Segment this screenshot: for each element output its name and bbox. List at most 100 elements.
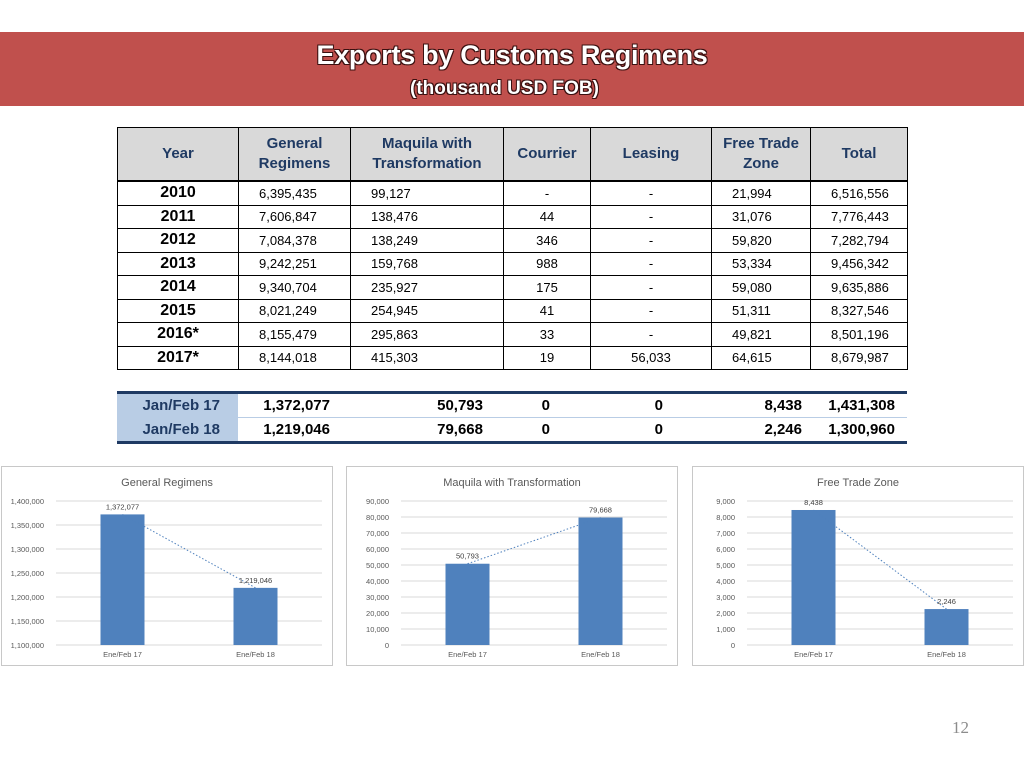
cell-courrier: 41	[503, 298, 591, 323]
y-tick-label: 10,000	[366, 625, 389, 634]
summary-period-label: Jan/Feb 17	[117, 392, 238, 418]
y-tick-label: 8,000	[716, 513, 735, 522]
summary-table: Jan/Feb 17 1,372,077 50,793 0 0 8,438 1,431,30…	[117, 391, 907, 444]
summary-cell-maquila: 79,668	[437, 421, 483, 438]
summary-cell-total: 1,300,960	[828, 421, 895, 438]
page-subtitle: (thousand USD FOB)	[410, 78, 599, 99]
cell-courrier: 33	[503, 322, 591, 347]
summary-cell-free-trade-zone: 8,438	[711, 392, 810, 418]
table-row: 2017* 8,144,018 415,303 19 56,033 64,615 8,679…	[117, 345, 908, 370]
cell-total: 8,679,987	[810, 345, 908, 370]
y-tick-label: 3,000	[716, 593, 735, 602]
y-tick-label: 1,000	[716, 625, 735, 634]
cell-free-trade-zone: 31,076	[711, 204, 811, 229]
y-tick-label: 6,000	[716, 545, 735, 554]
cell-year: 2015	[117, 298, 239, 323]
y-tick-label: 5,000	[716, 561, 735, 570]
cell-leasing: -	[590, 298, 712, 323]
y-tick-label: 1,200,000	[11, 593, 44, 602]
cell-free-trade-zone: 53,334	[711, 251, 811, 276]
cell-courrier: 44	[503, 204, 591, 229]
cell-free-trade-zone: 49,821	[711, 322, 811, 347]
table-row: 2016* 8,155,479 295,863 33-49,821 8,501,196	[117, 322, 908, 347]
y-tick-label: 1,400,000	[11, 497, 44, 506]
y-tick-label: 1,150,000	[11, 617, 44, 626]
x-tick-label: Ene/Feb 18	[581, 650, 620, 659]
chart-maquila: Maquila with Transformation 0 10,000 20,000…	[346, 466, 678, 666]
y-tick-label: 70,000	[366, 529, 389, 538]
y-tick-label: 90,000	[366, 497, 389, 506]
col-header-total: Total	[810, 127, 908, 182]
summary-row: Jan/Feb 18 1,219,046 79,668 0 0 2,246 1,300,96…	[117, 417, 907, 443]
table-row: 2014 9,340,704 235,927 175-59,080 9,635,886	[117, 275, 908, 300]
bar	[924, 609, 969, 645]
summary-cell-courrier: 0	[541, 421, 550, 438]
y-tick-label: 80,000	[366, 513, 389, 522]
col-header-year: Year	[117, 127, 239, 182]
table-header-row: Year General Regimens Maquila with Trans…	[117, 127, 908, 182]
summary-cell-general-regimens: 1,372,077	[238, 392, 350, 418]
cell-maquila: 415,303	[350, 345, 504, 370]
cell-leasing: -	[590, 228, 712, 253]
cell-total: 9,456,342	[810, 251, 908, 276]
y-tick-label: 40,000	[366, 577, 389, 586]
bar	[233, 587, 278, 645]
data-label: 1,219,046	[239, 576, 272, 585]
cell-general-regimens: 8,144,018	[238, 345, 351, 370]
chart-title: Free Trade Zone	[817, 477, 899, 489]
cell-leasing: -	[590, 180, 712, 206]
cell-total: 8,501,196	[810, 322, 908, 347]
exports-table: Year General Regimens Maquila with Trans…	[117, 127, 908, 370]
data-label: 2,246	[937, 597, 956, 606]
chart-maquila-svg: Maquila with Transformation 0 10,000 20,000…	[366, 477, 667, 659]
cell-total: 7,776,443	[810, 204, 908, 229]
x-tick-label: Ene/Feb 17	[103, 650, 142, 659]
table-row: 2011 7,606,847 138,476 44-31,076 7,776,443	[117, 204, 908, 229]
y-tick-label: 1,300,000	[11, 545, 44, 554]
cell-maquila: 254,945	[350, 298, 504, 323]
cell-courrier: 19	[503, 345, 591, 370]
summary-row: Jan/Feb 17 1,372,077 50,793 0 0 8,438 1,431,30…	[117, 392, 907, 418]
cell-maquila: 295,863	[350, 322, 504, 347]
data-label: 8,438	[804, 498, 823, 507]
cell-leasing: -	[590, 322, 712, 347]
cell-leasing: -	[590, 204, 712, 229]
col-header-free-trade-zone: Free Trade Zone	[711, 127, 811, 182]
y-tick-label: 50,000	[366, 561, 389, 570]
summary-cell-leasing: 0	[654, 421, 663, 438]
summary-cell-leasing: 0	[590, 392, 711, 418]
summary-period-label: Jan/Feb 18	[117, 417, 238, 443]
y-tick-label: 60,000	[366, 545, 389, 554]
data-label: 1,372,077	[106, 502, 139, 511]
cell-free-trade-zone: 21,994	[711, 180, 811, 206]
page-number: 12	[952, 718, 969, 737]
trendline	[122, 513, 256, 589]
cell-free-trade-zone: 64,615	[711, 345, 811, 370]
data-label: 50,793	[456, 552, 479, 561]
summary-cell-maquila: 50,793	[350, 392, 503, 418]
cell-year: 2013	[117, 251, 239, 276]
cell-leasing: -	[590, 251, 712, 276]
cell-courrier: 346	[503, 228, 591, 253]
y-tick-label: 9,000	[716, 497, 735, 506]
y-tick-label: 1,250,000	[11, 569, 44, 578]
chart-general-regimens: General Regimens 1,100,000 1,150,000 1,200,…	[1, 466, 333, 666]
cell-year: 2010	[117, 180, 239, 206]
title-banner: Exports by Customs Regimens (thousand US…	[0, 32, 1024, 106]
cell-general-regimens: 8,155,479	[238, 322, 351, 347]
summary-cell-free-trade-zone: 2,246	[764, 421, 802, 438]
y-tick-label: 0	[731, 641, 735, 650]
y-tick-label: 1,100,000	[11, 641, 44, 650]
cell-maquila: 159,768	[350, 251, 504, 276]
cell-general-regimens: 7,084,378	[238, 228, 351, 253]
cell-leasing: -	[590, 275, 712, 300]
bar	[578, 517, 623, 645]
cell-year: 2011	[117, 204, 239, 229]
summary-cell-general-regimens: 1,219,046	[263, 421, 330, 438]
table-row: 2010 6,395,435 99,127- -21,994 6,516,556	[117, 180, 908, 206]
cell-free-trade-zone: 51,311	[711, 298, 811, 323]
table-row: 2013 9,242,251 159,768 988-53,334 9,456,342	[117, 251, 908, 276]
y-tick-label: 2,000	[716, 609, 735, 618]
chart-free-trade-zone: Free Trade Zone 0 1,000 2,000 3,000 4,000 5,00…	[692, 466, 1024, 666]
cell-year: 2017*	[117, 345, 239, 370]
